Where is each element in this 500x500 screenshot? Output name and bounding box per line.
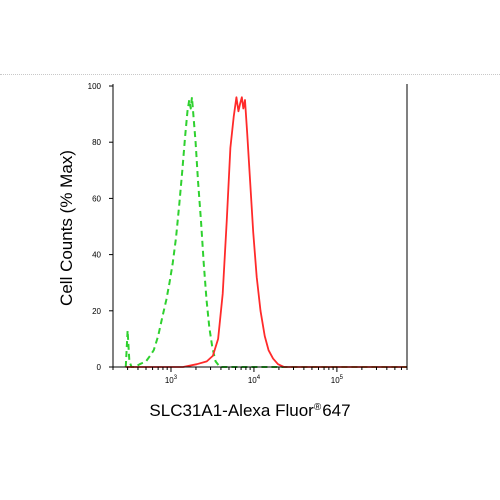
x-tick-label-exponent: 5	[340, 375, 344, 381]
y-axis-title: Cell Counts (% Max)	[57, 150, 76, 306]
x-axis-title: SLC31A1-Alexa Fluor®647	[149, 401, 350, 420]
y-tick-label: 100	[88, 82, 102, 91]
x-tick-label: 104	[248, 375, 261, 385]
histogram-curve-2	[125, 96, 407, 368]
top-divider	[0, 74, 500, 75]
curve-layer	[124, 96, 407, 368]
x-axis-title-suffix: 647	[322, 401, 350, 420]
x-tick-label: 103	[165, 375, 178, 385]
x-tick-label-base: 10	[331, 376, 340, 385]
x-tick-label-exponent: 3	[174, 375, 178, 381]
y-tick-label: 0	[97, 363, 102, 372]
y-tick-label: 80	[92, 138, 101, 147]
x-axis-title-prefix: SLC31A1-Alexa Fluor	[149, 401, 314, 420]
y-tick-label: 60	[92, 194, 101, 203]
x-axis-title-registered-mark: ®	[314, 402, 322, 413]
x-tick-label-exponent: 4	[257, 375, 261, 381]
y-tick-label: 20	[92, 307, 101, 316]
histogram-curve-1	[124, 96, 407, 368]
plot-frame	[112, 84, 408, 368]
y-axis-ticks: 0 20 40 60 80 100	[88, 82, 113, 372]
x-tick-label-base: 10	[165, 376, 174, 385]
y-tick-label: 40	[92, 251, 101, 260]
x-tick-label: 105	[331, 375, 344, 385]
x-axis-ticks: 103 104 105	[112, 367, 408, 385]
x-tick-label-base: 10	[248, 376, 257, 385]
